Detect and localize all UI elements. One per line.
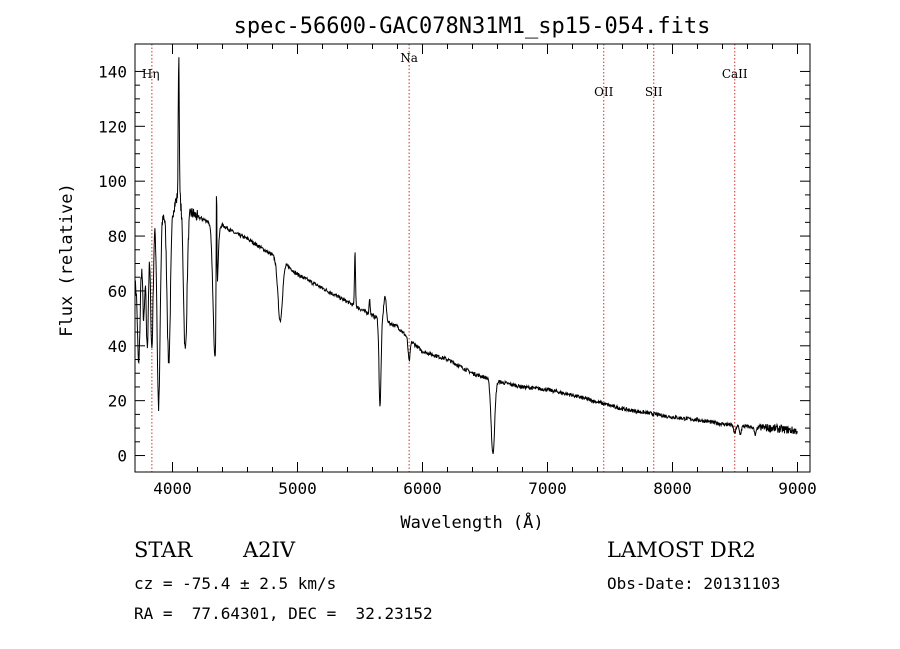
line-marker-label: Hη	[142, 67, 160, 81]
x-tick-label: 6000	[403, 479, 442, 498]
y-tick-label: 120	[98, 117, 127, 136]
object-type-label: STAR	[134, 538, 193, 562]
x-tick-label: 8000	[653, 479, 692, 498]
spectral-class-label: A2IV	[243, 538, 295, 562]
y-tick-label: 140	[98, 62, 127, 81]
x-tick-label: 9000	[778, 479, 817, 498]
y-tick-label: 0	[117, 447, 127, 466]
y-tick-label: 20	[108, 392, 127, 411]
redshift-label: cz = -75.4 ± 2.5 km/s	[134, 574, 337, 593]
coordinates-label: RA = 77.64301, DEC = 32.23152	[134, 604, 433, 623]
y-tick-label: 80	[108, 227, 127, 246]
x-tick-label: 4000	[153, 479, 192, 498]
obs-date-label: Obs-Date: 20131103	[607, 574, 781, 593]
y-tick-label: 100	[98, 172, 127, 191]
spectrum-line	[135, 57, 798, 455]
line-marker-label: SII	[645, 85, 663, 99]
line-marker-label: OII	[594, 85, 614, 99]
x-axis-label: Wavelength (Å)	[400, 511, 543, 533]
x-tick-label: 7000	[528, 479, 567, 498]
plot-frame	[134, 43, 811, 473]
y-tick-label: 60	[108, 282, 127, 301]
x-tick-label: 5000	[278, 479, 317, 498]
line-marker-label: CaII	[722, 67, 748, 81]
y-axis-label: Flux (relative)	[57, 183, 77, 337]
chart-title: spec-56600-GAC078N31M1_sp15-054.fits	[234, 14, 711, 39]
survey-label: LAMOST DR2	[607, 538, 756, 562]
y-tick-label: 40	[108, 337, 127, 356]
line-marker-label: Na	[400, 51, 418, 65]
